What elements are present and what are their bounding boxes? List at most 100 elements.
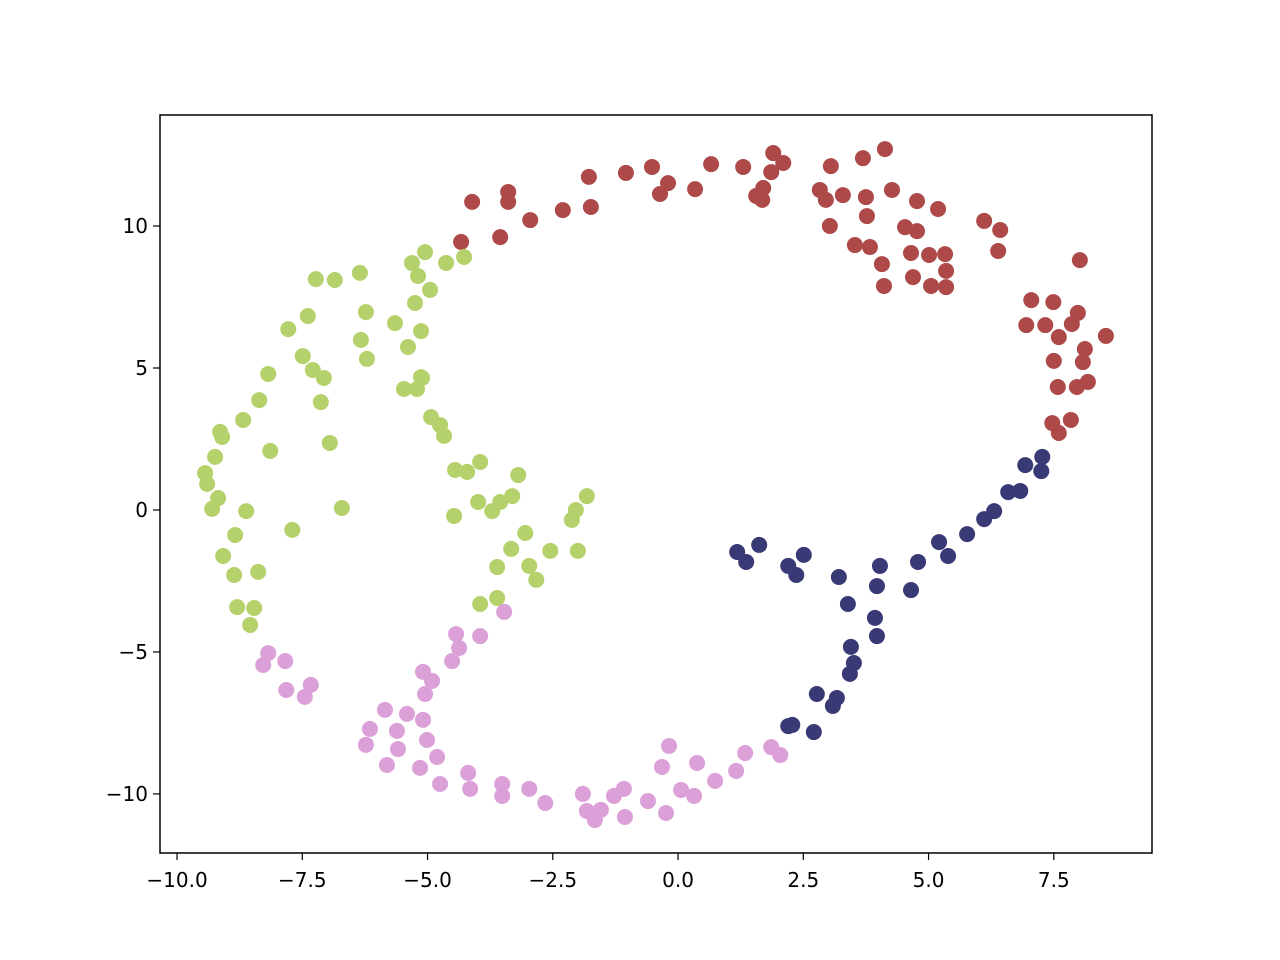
point bbox=[444, 653, 461, 670]
point bbox=[821, 218, 838, 235]
point bbox=[1074, 354, 1091, 371]
x-tick-label: 2.5 bbox=[787, 868, 819, 892]
point bbox=[937, 246, 954, 263]
x-tick-label: −7.5 bbox=[278, 868, 327, 892]
point bbox=[500, 193, 517, 210]
point bbox=[494, 775, 511, 792]
point bbox=[410, 268, 427, 285]
point bbox=[738, 553, 755, 570]
point bbox=[429, 749, 446, 766]
point bbox=[871, 557, 888, 574]
point bbox=[376, 701, 393, 718]
point bbox=[903, 582, 920, 599]
x-tick-label: −10.0 bbox=[146, 868, 207, 892]
point bbox=[414, 369, 431, 386]
point bbox=[1037, 317, 1054, 334]
point bbox=[817, 191, 834, 208]
point bbox=[1023, 292, 1040, 309]
point bbox=[472, 595, 489, 612]
point bbox=[304, 361, 321, 378]
point bbox=[407, 294, 424, 311]
point bbox=[333, 499, 350, 516]
x-tick-label: −2.5 bbox=[529, 868, 578, 892]
point bbox=[866, 609, 883, 626]
point bbox=[686, 787, 703, 804]
point bbox=[873, 256, 890, 273]
point bbox=[388, 722, 405, 739]
point bbox=[238, 503, 255, 520]
point bbox=[280, 321, 297, 338]
point bbox=[765, 145, 782, 162]
point bbox=[875, 277, 892, 294]
y-tick-label: −10 bbox=[106, 782, 148, 806]
point bbox=[464, 193, 481, 210]
point bbox=[357, 736, 374, 753]
point bbox=[299, 308, 316, 325]
point bbox=[1000, 484, 1017, 501]
point bbox=[868, 628, 885, 645]
point bbox=[424, 672, 441, 689]
point bbox=[658, 804, 675, 821]
point bbox=[909, 193, 926, 210]
point bbox=[1062, 411, 1079, 428]
axes-frame bbox=[159, 114, 1153, 854]
point bbox=[660, 175, 677, 192]
point bbox=[404, 254, 421, 271]
point bbox=[868, 578, 885, 595]
point bbox=[1049, 379, 1066, 396]
point bbox=[1050, 329, 1067, 346]
point bbox=[990, 243, 1007, 260]
point bbox=[204, 500, 221, 517]
point bbox=[542, 542, 559, 559]
point bbox=[470, 494, 487, 511]
point bbox=[517, 524, 534, 541]
point bbox=[992, 222, 1009, 239]
point bbox=[938, 279, 955, 296]
point bbox=[569, 542, 586, 559]
point bbox=[1069, 304, 1086, 321]
point bbox=[413, 323, 430, 340]
x-tick-label: 7.5 bbox=[1038, 868, 1070, 892]
point bbox=[255, 657, 272, 674]
point bbox=[841, 665, 858, 682]
point bbox=[447, 461, 464, 478]
point bbox=[822, 158, 839, 175]
point bbox=[905, 269, 922, 286]
point bbox=[494, 787, 511, 804]
point bbox=[938, 262, 955, 279]
point bbox=[617, 164, 634, 181]
point bbox=[574, 785, 591, 802]
point bbox=[462, 780, 479, 797]
x-tick-label: −5.0 bbox=[403, 868, 452, 892]
point bbox=[412, 759, 429, 776]
point bbox=[1076, 340, 1093, 357]
point bbox=[456, 248, 473, 265]
point bbox=[459, 463, 476, 480]
point bbox=[472, 453, 489, 470]
point bbox=[930, 200, 947, 217]
point bbox=[554, 202, 571, 219]
point bbox=[1045, 352, 1062, 369]
point bbox=[417, 244, 434, 261]
point bbox=[931, 534, 948, 551]
point bbox=[986, 503, 1003, 520]
point bbox=[378, 756, 395, 773]
point bbox=[496, 603, 513, 620]
point bbox=[616, 808, 633, 825]
point bbox=[842, 638, 859, 655]
point bbox=[277, 653, 294, 670]
point bbox=[284, 521, 301, 538]
point bbox=[883, 181, 900, 198]
point bbox=[735, 158, 752, 175]
point bbox=[858, 208, 875, 225]
point bbox=[857, 189, 874, 206]
point bbox=[422, 281, 439, 298]
y-tick-label: 0 bbox=[135, 498, 148, 522]
point bbox=[737, 745, 754, 762]
point bbox=[504, 488, 521, 505]
point bbox=[358, 350, 375, 367]
point bbox=[1097, 327, 1114, 344]
point bbox=[923, 277, 940, 294]
point bbox=[846, 237, 863, 254]
point bbox=[772, 747, 789, 764]
